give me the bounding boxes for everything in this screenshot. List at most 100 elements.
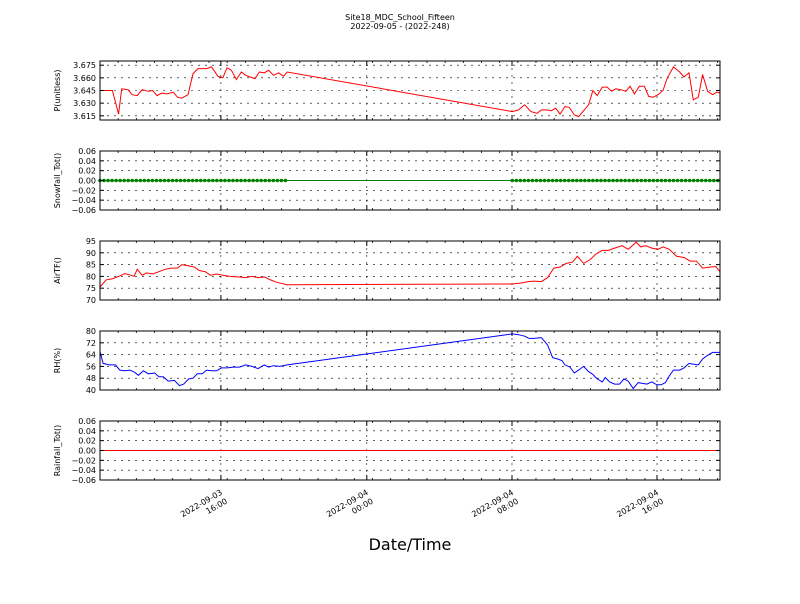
data-point <box>510 178 515 183</box>
data-point <box>542 178 547 183</box>
data-point <box>194 178 199 183</box>
y-tick-label: 3.645 <box>73 87 96 96</box>
y-tick-label: −0.04 <box>71 466 96 475</box>
data-point <box>215 178 219 183</box>
data-point <box>279 178 284 183</box>
data-point <box>546 178 551 183</box>
data-point <box>635 178 640 183</box>
data-point <box>651 178 656 183</box>
y-tick-label: 70 <box>86 296 96 305</box>
data-point <box>607 178 611 183</box>
data-point <box>522 178 527 183</box>
data-point <box>574 178 579 183</box>
data-point <box>587 178 591 183</box>
data-point <box>623 178 627 183</box>
data-point <box>267 178 272 183</box>
data-point <box>579 178 583 183</box>
data-point <box>235 178 239 183</box>
data-point <box>138 178 143 183</box>
y-tick-label: 40 <box>86 386 96 395</box>
data-point <box>174 178 179 183</box>
y-tick-label: 3.660 <box>73 74 96 83</box>
data-point <box>102 178 106 183</box>
data-point <box>118 178 122 183</box>
data-point <box>198 178 203 183</box>
y-tick-label: 0.02 <box>78 437 96 446</box>
data-point <box>671 178 676 183</box>
data-point <box>707 178 712 183</box>
data-point <box>247 178 251 183</box>
y-tick-label: 72 <box>86 339 96 348</box>
data-point <box>207 178 211 183</box>
data-point <box>699 178 704 183</box>
y-tick-label: 80 <box>86 272 96 281</box>
data-point <box>251 178 255 183</box>
x-axis-label: Date/Time <box>369 535 452 554</box>
data-point <box>130 178 135 183</box>
data-point <box>255 178 259 183</box>
y-tick-label: 90 <box>86 249 96 258</box>
data-point <box>603 178 607 183</box>
data-point <box>659 178 664 183</box>
y-tick-label: 95 <box>86 237 96 246</box>
data-point <box>683 178 688 183</box>
data-point <box>583 178 587 183</box>
y-tick-label: 0.06 <box>78 417 96 426</box>
data-point <box>663 178 668 183</box>
data-series-line <box>100 66 721 118</box>
data-point <box>239 178 243 183</box>
y-tick-label: −0.02 <box>71 456 96 465</box>
chart-title: Site18_MDC_School_Fifteen <box>345 13 455 22</box>
y-tick-label: 85 <box>86 261 96 270</box>
y-tick-label: 48 <box>86 374 96 383</box>
y-axis-label: Snowfall_Tot() <box>53 153 62 209</box>
panel-2: −0.06−0.04−0.020.000.020.040.06 Snowfall_… <box>53 147 721 215</box>
data-point <box>275 178 280 183</box>
y-tick-label: −0.06 <box>71 476 96 485</box>
y-tick-label: −0.06 <box>71 206 96 215</box>
y-tick-label: 75 <box>86 284 96 293</box>
data-point <box>134 178 139 183</box>
data-point <box>219 178 223 183</box>
data-point <box>150 178 155 183</box>
data-point <box>154 178 159 183</box>
data-point <box>182 178 187 183</box>
data-point <box>599 178 603 183</box>
data-point <box>158 178 163 183</box>
data-point <box>562 178 567 183</box>
y-tick-label: 3.615 <box>73 112 96 121</box>
data-point <box>110 178 114 183</box>
data-point <box>243 178 247 183</box>
data-point <box>550 178 555 183</box>
data-point <box>679 178 684 183</box>
data-point <box>142 178 147 183</box>
y-tick-label: 0.06 <box>78 147 96 156</box>
data-point <box>554 178 559 183</box>
data-point <box>631 178 635 183</box>
data-series-line <box>99 241 721 288</box>
data-point <box>259 178 264 183</box>
panel-1: 3.615 3.630 3.645 3.660 3.675 P(unitless) <box>53 60 721 121</box>
data-point <box>122 178 126 183</box>
data-point <box>271 178 276 183</box>
data-point <box>231 178 235 183</box>
data-point <box>619 178 623 183</box>
y-tick-label: 0.04 <box>78 427 96 436</box>
data-point <box>178 178 183 183</box>
x-tick-label: 2022-09-0400:00 <box>325 488 375 528</box>
data-point <box>106 178 110 183</box>
data-point <box>687 178 692 183</box>
y-tick-label: 64 <box>86 351 96 360</box>
data-point <box>615 178 619 183</box>
data-point <box>186 178 191 183</box>
data-point <box>126 178 131 183</box>
data-point <box>639 178 644 183</box>
y-axis-label: AirTF() <box>53 257 62 284</box>
y-tick-label: 0.00 <box>78 177 96 186</box>
plot-frame <box>99 240 721 301</box>
data-point <box>227 178 231 183</box>
panel-5: −0.06−0.04−0.020.000.020.040.06 Rainfall_… <box>53 417 721 485</box>
data-point <box>190 178 195 183</box>
y-tick-label: 3.630 <box>73 99 96 108</box>
plot-frame <box>99 330 721 391</box>
